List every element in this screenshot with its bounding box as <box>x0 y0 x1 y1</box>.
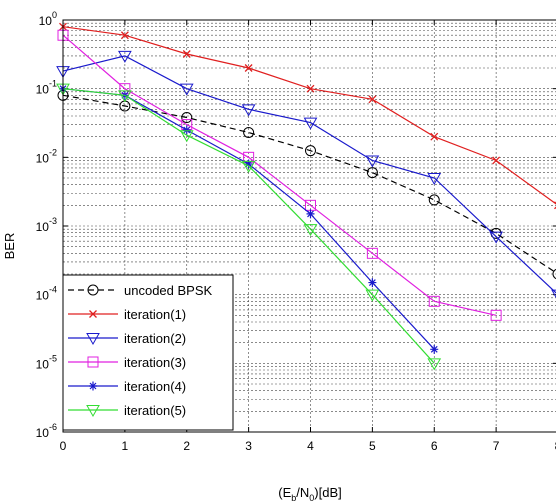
marker-asterisk <box>244 159 253 169</box>
x-tick-label: 3 <box>245 439 252 453</box>
x-tick-label: 0 <box>60 439 67 453</box>
series-line <box>62 88 435 364</box>
legend-entry: iteration(4) <box>68 379 186 394</box>
marker-triangle <box>303 224 318 237</box>
marker-x <box>182 50 191 58</box>
x-tick-label: 4 <box>307 439 314 453</box>
legend-entries: uncoded BPSK iteration(1) iteration(2) iter… <box>68 283 213 418</box>
marker-x <box>89 310 97 318</box>
marker-x <box>120 31 129 40</box>
y-tick-label: 10-2 <box>36 147 57 165</box>
marker-asterisk <box>182 125 191 135</box>
legend-label: iteration(1) <box>124 307 186 322</box>
series-iteration-5- <box>56 83 442 371</box>
marker-triangle <box>241 104 256 117</box>
x-tick-label: 7 <box>493 439 500 453</box>
marker-circle <box>366 167 378 179</box>
y-tick-label: 100 <box>39 10 57 28</box>
x-tick-label: 2 <box>183 439 190 453</box>
marker-triangle <box>427 358 442 371</box>
y-tick-label: 10-6 <box>36 422 57 440</box>
marker-square <box>490 309 502 321</box>
marker-triangle <box>86 333 100 346</box>
legend: uncoded BPSK iteration(1) iteration(2) iter… <box>62 274 234 431</box>
marker-x <box>492 156 501 165</box>
marker-square <box>366 247 378 259</box>
marker-circle <box>181 112 193 124</box>
marker-triangle <box>179 83 194 96</box>
legend-entry: iteration(5) <box>68 403 186 418</box>
marker-asterisk <box>368 278 377 288</box>
legend-label: uncoded BPSK <box>124 283 213 298</box>
legend-label: iteration(5) <box>124 403 186 418</box>
marker-triangle <box>365 289 380 302</box>
marker-asterisk <box>306 209 315 219</box>
legend-label: iteration(3) <box>124 355 186 370</box>
series-line <box>62 55 556 294</box>
marker-x <box>244 64 253 72</box>
marker-circle <box>87 284 99 296</box>
plot-frame <box>62 19 556 433</box>
marker-triangle <box>86 405 100 418</box>
marker-asterisk <box>89 381 97 391</box>
y-tick-label: 10-5 <box>36 353 57 371</box>
marker-triangle <box>489 231 503 244</box>
y-tick-label: 10-1 <box>36 79 57 97</box>
series-line <box>62 34 497 316</box>
axis-ticks: 0 1 2 3 4 5 6 7 8 100 10-1 10-2 10-3 10-4 10-5 10-6 <box>36 10 556 453</box>
marker-triangle <box>427 173 442 186</box>
marker-triangle <box>118 90 132 103</box>
marker-x <box>430 132 439 141</box>
series-uncoded-bpsk <box>57 89 556 280</box>
legend-entry: uncoded BPSK <box>68 283 213 298</box>
legend-label: iteration(2) <box>124 331 186 346</box>
marker-x <box>368 95 377 104</box>
marker-triangle <box>241 160 256 173</box>
x-tick-label: 5 <box>369 439 376 453</box>
legend-box <box>62 274 234 431</box>
x-tick-label: 8 <box>555 439 556 453</box>
series-layer <box>56 22 556 371</box>
x-tick-label: 1 <box>122 439 129 453</box>
y-tick-label: 10-4 <box>36 285 57 303</box>
marker-circle <box>305 145 316 157</box>
marker-triangle <box>365 155 380 168</box>
marker-square <box>428 295 440 307</box>
series-line <box>62 94 556 274</box>
marker-triangle <box>303 117 318 130</box>
marker-triangle <box>118 50 132 63</box>
legend-entry: iteration(3) <box>68 355 186 370</box>
y-tick-label: 10-3 <box>36 216 57 234</box>
x-axis-label: (Eb/N0)[dB] <box>278 485 342 503</box>
legend-label: iteration(4) <box>124 379 186 394</box>
marker-asterisk <box>430 344 439 354</box>
x-tick-label: 6 <box>431 439 438 453</box>
marker-x <box>306 84 315 93</box>
marker-circle <box>243 126 255 138</box>
marker-triangle <box>551 289 556 299</box>
legend-entry: iteration(2) <box>68 331 186 346</box>
y-axis-label: BER <box>2 233 17 260</box>
series-iteration-2- <box>56 50 556 299</box>
marker-square <box>87 356 99 368</box>
marker-circle <box>428 194 440 206</box>
marker-triangle <box>179 130 194 143</box>
marker-circle <box>552 268 556 280</box>
legend-entry: iteration(1) <box>68 307 186 322</box>
